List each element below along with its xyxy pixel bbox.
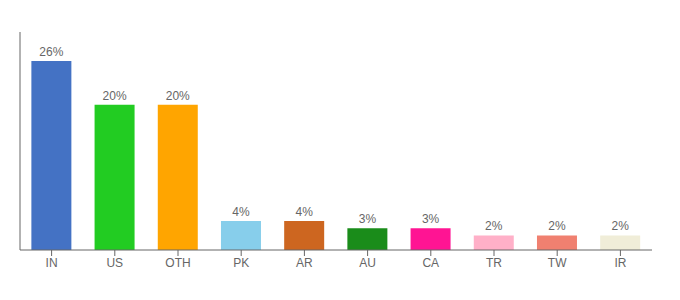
svg-text:2%: 2%: [612, 219, 630, 233]
svg-text:20%: 20%: [103, 89, 127, 103]
svg-text:OTH: OTH: [165, 256, 190, 270]
svg-text:20%: 20%: [166, 89, 190, 103]
svg-text:TW: TW: [548, 256, 567, 270]
svg-text:4%: 4%: [232, 205, 250, 219]
svg-text:PK: PK: [233, 256, 249, 270]
svg-text:2%: 2%: [548, 219, 566, 233]
svg-text:IN: IN: [46, 256, 58, 270]
svg-text:AR: AR: [296, 256, 313, 270]
svg-text:3%: 3%: [359, 212, 377, 226]
svg-text:US: US: [106, 256, 123, 270]
svg-text:26%: 26%: [39, 45, 63, 59]
svg-text:4%: 4%: [296, 205, 314, 219]
svg-text:3%: 3%: [422, 212, 440, 226]
svg-text:2%: 2%: [485, 219, 503, 233]
svg-text:IR: IR: [614, 256, 626, 270]
svg-text:AU: AU: [359, 256, 376, 270]
svg-text:TR: TR: [486, 256, 502, 270]
svg-text:CA: CA: [422, 256, 439, 270]
